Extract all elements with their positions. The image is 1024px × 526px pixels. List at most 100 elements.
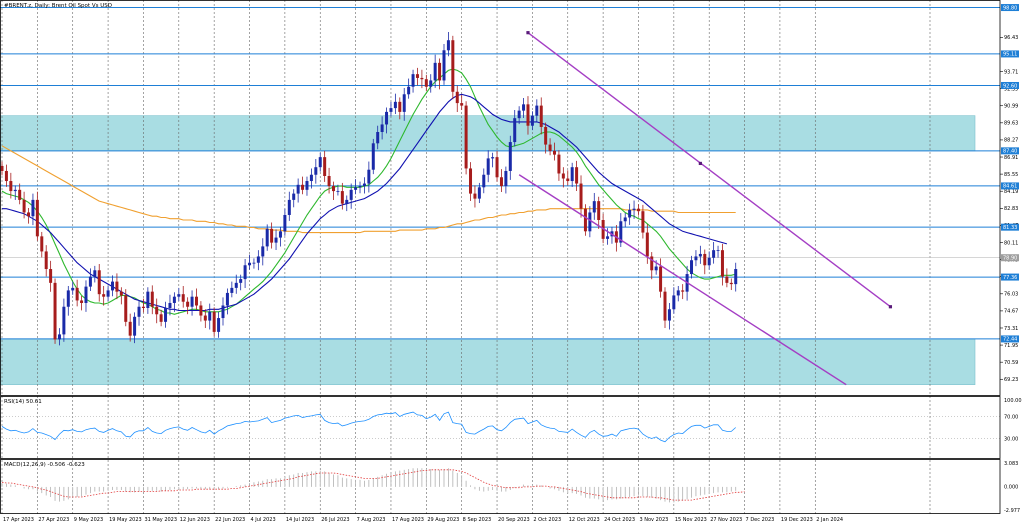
candle-body-90	[398, 101, 402, 112]
candle-body-11	[49, 269, 53, 283]
pane-frame-1	[0, 396, 1001, 459]
candle-body-125	[553, 150, 556, 155]
candle-body-66	[292, 193, 296, 200]
xtick-label-4: 31 May 2023	[144, 517, 177, 523]
candle-body-44	[194, 296, 198, 306]
level-tag-label-4: 84.61	[1003, 184, 1017, 190]
candle-body-127	[561, 173, 565, 179]
candle-body-153	[676, 290, 680, 296]
xtick-label-12: 29 Aug 2023	[427, 517, 459, 523]
candle-body-15	[66, 290, 70, 307]
candle-body-69	[305, 181, 309, 190]
candle-body-52	[230, 287, 234, 293]
macd-pane	[1, 468, 745, 503]
candle-body-166	[734, 269, 738, 285]
rsi-tick-label-2: 30.00	[1004, 436, 1018, 442]
candle-body-144	[636, 208, 640, 212]
candle-body-23	[102, 294, 106, 297]
candle-body-0	[0, 165, 4, 171]
candle-body-94	[415, 74, 419, 78]
candle-body-97	[429, 80, 433, 87]
xtick-label-23: 2 Jan 2024	[816, 517, 843, 523]
candle-body-115	[508, 142, 512, 171]
xtick-label-19: 15 Nov 2023	[675, 517, 707, 523]
level-tag-7	[1001, 273, 1019, 281]
level-tag-8	[1001, 335, 1019, 343]
candle-body-76	[336, 191, 340, 192]
candle-body-110	[486, 158, 490, 175]
candle-body-33	[146, 291, 150, 308]
level-tag-4	[1001, 182, 1019, 190]
candle-body-29	[128, 321, 132, 336]
level-tag-label-7: 77.36	[1003, 275, 1017, 281]
candle-body-135	[597, 201, 601, 220]
chart-title: #BRENT.z, Daily: Brent Oil Spot Vs USD	[4, 3, 112, 9]
candle-body-71	[314, 167, 318, 175]
candle-body-30	[133, 316, 137, 336]
candle-body-24	[106, 290, 110, 297]
candle-body-9	[40, 236, 44, 252]
rsi-tick-label-0: 100.00	[1004, 398, 1022, 404]
ytick-label-17: 71.95	[1004, 343, 1018, 349]
candle-body-60	[265, 228, 269, 247]
candle-body-62	[274, 237, 278, 243]
candle-body-96	[424, 79, 428, 87]
candle-body-149	[659, 266, 663, 292]
candle-body-3	[13, 189, 17, 192]
ytick-label-14: 76.03	[1004, 292, 1018, 298]
candle-body-86	[380, 124, 384, 132]
ytick-label-15: 74.67	[1004, 309, 1018, 315]
candle-body-106	[469, 168, 473, 194]
xtick-label-2: 9 May 2023	[74, 517, 103, 523]
candle-body-119	[526, 104, 530, 126]
candle-body-12	[53, 282, 57, 340]
candle-body-142	[628, 209, 632, 218]
candle-body-31	[137, 306, 141, 317]
candle-body-7	[31, 199, 35, 217]
xtick-label-8: 14 Jul 2023	[286, 517, 314, 523]
price-pane	[0, 0, 1000, 514]
candle-body-148	[654, 266, 658, 271]
pane-frame-0	[0, 0, 1001, 396]
candle-body-123	[544, 126, 548, 145]
candle-body-140	[619, 221, 623, 243]
candle-body-26	[115, 281, 119, 292]
candle-body-152	[672, 295, 676, 310]
candle-body-113	[499, 177, 503, 187]
candle-body-38	[168, 302, 172, 308]
candle-body-154	[681, 290, 685, 292]
xtick-label-6: 22 Jun 2023	[215, 517, 245, 523]
candle-body-14	[62, 306, 66, 335]
candle-body-161	[712, 250, 716, 258]
candle-body-18	[80, 300, 84, 303]
ytick-label-7: 85.55	[1004, 172, 1018, 178]
candle-body-128	[566, 178, 570, 182]
candle-body-79	[349, 189, 353, 200]
candle-body-93	[411, 74, 415, 87]
candle-body-77	[340, 191, 344, 204]
candle-body-32	[141, 306, 145, 308]
candle-body-56	[248, 262, 252, 266]
candle-body-116	[513, 118, 517, 143]
candle-body-117	[517, 110, 521, 119]
candle-body-103	[455, 91, 459, 104]
macd-signal-line	[1, 469, 745, 501]
channel-anchor-1	[698, 161, 702, 166]
level-tag-6	[1001, 254, 1019, 262]
candle-body-120	[530, 115, 534, 126]
candle-body-104	[460, 103, 464, 106]
candle-body-49	[217, 318, 221, 332]
ytick-label-4: 89.63	[1004, 121, 1018, 127]
macd-tick-label-1: 0.000	[1004, 485, 1018, 491]
level-tag-label-5: 81.33	[1003, 225, 1017, 231]
candle-body-54	[239, 279, 243, 283]
level-tag-label-6: 78.90	[1003, 256, 1017, 262]
candle-body-73	[323, 157, 327, 176]
xtick-label-18: 3 Nov 2023	[639, 517, 668, 523]
ytick-label-8: 84.19	[1004, 189, 1018, 195]
candle-body-141	[623, 217, 627, 222]
candle-body-129	[570, 167, 574, 182]
xtick-label-11: 17 Aug 2023	[392, 517, 424, 523]
xtick-label-20: 27 Nov 2023	[710, 517, 742, 523]
